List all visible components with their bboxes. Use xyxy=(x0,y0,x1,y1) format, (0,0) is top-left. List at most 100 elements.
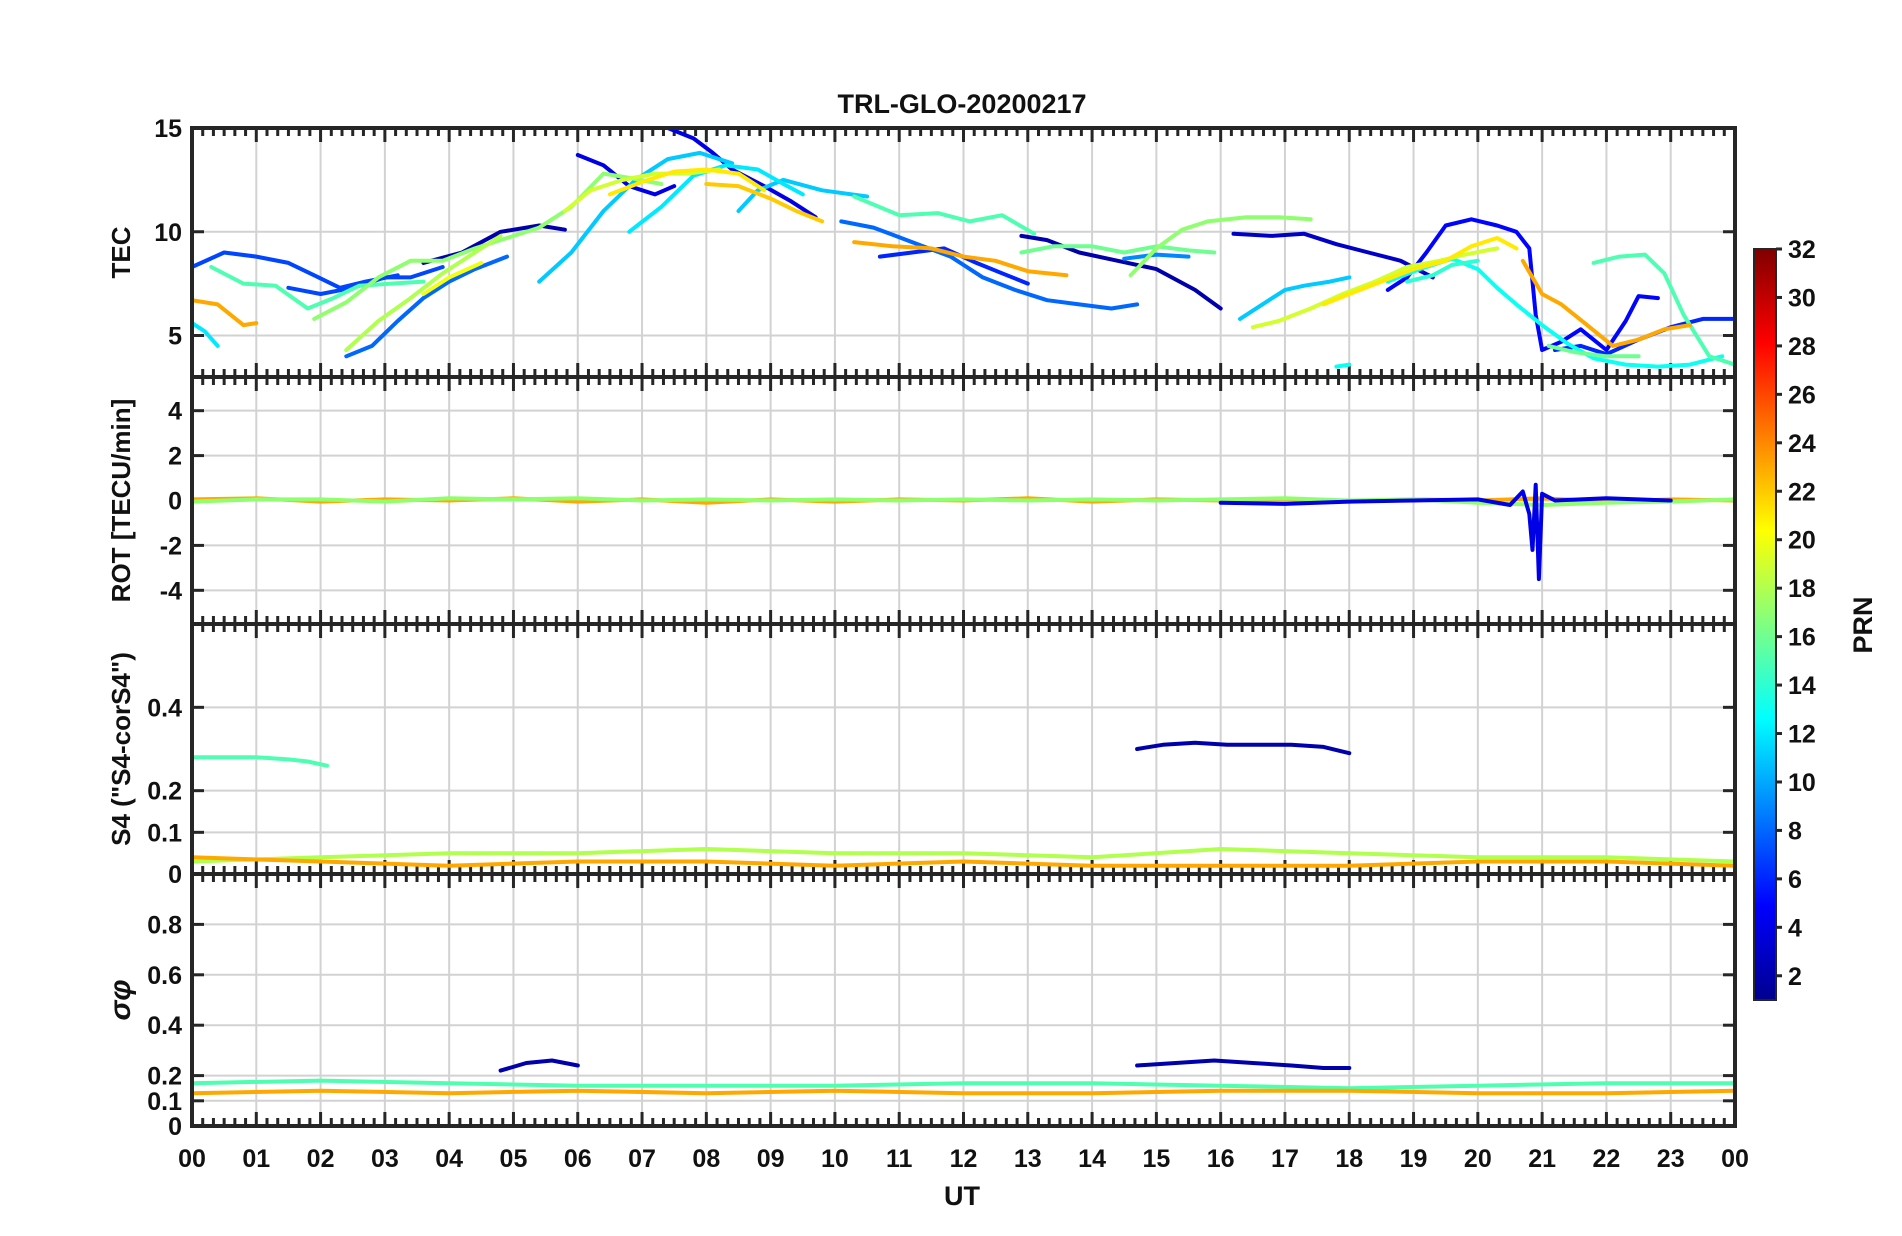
colorbar-tick-label: 12 xyxy=(1788,721,1816,749)
x-tick-label: 00 xyxy=(1721,1145,1749,1173)
prn-11-series xyxy=(1238,275,1352,321)
x-tick-label: 14 xyxy=(1078,1145,1106,1173)
y-tick-label: 0.1 xyxy=(147,1088,182,1116)
y-axis-label: S4 ("S4-corS4") xyxy=(106,652,136,846)
y-tick-label: 10 xyxy=(154,219,182,247)
prn-12-series xyxy=(192,321,220,348)
prn-16-series xyxy=(1019,244,1217,255)
prn-23-series xyxy=(192,855,1735,868)
panel-sigma-phi: 00.10.2 0.4 0.6 0.8 σφ xyxy=(104,872,1737,1141)
series-group xyxy=(192,1058,1735,1096)
y-axis-label: σφ xyxy=(104,979,137,1020)
x-tick-label: 18 xyxy=(1335,1145,1363,1173)
panel-s4: 0 0.1 0.2 0.4 S4 ("S4-corS4") xyxy=(106,622,1737,889)
prn-5-series xyxy=(1385,217,1660,352)
y-tick-label: -2 xyxy=(160,532,182,560)
y-tick-label: 0 xyxy=(168,1113,182,1141)
x-tick-label: 23 xyxy=(1657,1145,1685,1173)
prn-22-series xyxy=(704,182,825,224)
series-group xyxy=(192,128,1735,369)
y-tick-label: 0.1 xyxy=(147,819,182,847)
prn-4-series xyxy=(665,128,818,220)
colorbar-tick-label: 28 xyxy=(1788,333,1816,361)
colorbar-tick-label: 30 xyxy=(1788,284,1816,312)
prn-20-series xyxy=(421,260,484,296)
prn-16-series xyxy=(1546,343,1641,359)
series-group xyxy=(192,740,1735,868)
x-tick-label: 11 xyxy=(886,1145,913,1173)
x-tick-label: 12 xyxy=(950,1145,978,1173)
x-tick-label: 20 xyxy=(1464,1145,1492,1173)
y-tick-label: 0.2 xyxy=(147,778,182,806)
colorbar-tick-label: 18 xyxy=(1788,575,1816,603)
x-tick-label: 10 xyxy=(821,1145,849,1173)
panel-tec: 5 10 15 TEC xyxy=(106,115,1737,379)
x-tick-label: 15 xyxy=(1142,1145,1170,1173)
prn-2-series xyxy=(421,223,567,265)
prn-8-series xyxy=(344,254,509,359)
colorbar-tick-label: 8 xyxy=(1788,817,1802,845)
y-tick-label: 0.4 xyxy=(147,694,182,722)
x-axis-labels: 00 01 02 03 04 05 06 07 08 09 10 11 12 13 14 15 16 17 18 19… xyxy=(178,1145,1749,1173)
colorbar-tick-label: 10 xyxy=(1788,769,1816,797)
colorbar-label: PRN xyxy=(1848,596,1878,653)
prn-14-series xyxy=(1405,258,1480,284)
prn-2-series xyxy=(1135,1058,1352,1070)
colorbar-tick-label: 32 xyxy=(1788,236,1816,264)
x-tick-label: 13 xyxy=(1014,1145,1042,1173)
y-tick-label: 0.6 xyxy=(147,962,182,990)
prn-17-series xyxy=(1128,215,1313,278)
prn-12-series xyxy=(627,163,805,234)
y-tick-label: 2 xyxy=(168,443,182,471)
x-tick-label: 22 xyxy=(1593,1145,1621,1173)
x-axis-label: UT xyxy=(944,1181,980,1211)
y-tick-label: 0.4 xyxy=(147,1012,182,1040)
x-tick-label: 04 xyxy=(435,1145,463,1173)
y-tick-label: 0.2 xyxy=(147,1063,182,1091)
prn-15-series xyxy=(852,194,1037,236)
prn-2-series xyxy=(498,1058,580,1073)
prn-17-series xyxy=(192,496,1735,507)
prn-21-series xyxy=(1321,236,1519,307)
colorbar-tick-label: 4 xyxy=(1788,914,1802,942)
prn-13-series xyxy=(1334,362,1352,369)
x-tick-label: 06 xyxy=(564,1145,592,1173)
x-tick-label: 00 xyxy=(178,1145,206,1173)
figure-title: TRL-GLO-20200217 xyxy=(837,89,1086,119)
y-tick-label: -4 xyxy=(160,577,182,605)
prn-15-series xyxy=(192,755,329,768)
y-tick-label: 0 xyxy=(168,488,182,516)
prn-18-series xyxy=(192,847,1735,864)
prn-23-series xyxy=(852,240,1069,278)
prn-21-series xyxy=(607,167,767,197)
prn-23-series xyxy=(1520,258,1692,348)
colorbar-tick-label: 6 xyxy=(1788,866,1802,894)
x-tick-label: 05 xyxy=(500,1145,528,1173)
prn-7-series xyxy=(192,250,400,290)
x-tick-label: 01 xyxy=(242,1145,270,1173)
prn-4-series xyxy=(1218,482,1673,582)
series-group xyxy=(192,482,1735,582)
colorbar-tick-label: 2 xyxy=(1788,963,1802,991)
y-axis-label: TEC xyxy=(106,226,136,278)
prn-15-series xyxy=(1591,252,1735,367)
prn-2-series xyxy=(1019,233,1223,311)
colorbar-scale xyxy=(1753,248,1777,1001)
colorbar-tick-label: 24 xyxy=(1788,430,1816,458)
colorbar-tick-label: 26 xyxy=(1788,381,1816,409)
prn-2-series xyxy=(1135,740,1352,756)
x-tick-label: 19 xyxy=(1400,1145,1428,1173)
x-tick-label: 02 xyxy=(307,1145,335,1173)
prn-8-series xyxy=(839,219,1140,311)
y-axis-label: ROT [TECU/min] xyxy=(106,399,136,603)
colorbar-tick-label: 20 xyxy=(1788,527,1816,555)
colorbar-tick-label: 14 xyxy=(1788,672,1816,700)
prn-15-series xyxy=(192,1078,1735,1091)
x-tick-label: 16 xyxy=(1207,1145,1235,1173)
panel-rot: -4 -2 0 2 4 ROT [TECU/min] xyxy=(106,375,1737,626)
y-tick-label: 4 xyxy=(168,398,182,426)
x-tick-label: 21 xyxy=(1528,1145,1556,1173)
prn-15-series xyxy=(209,265,426,311)
prn-19-series xyxy=(562,167,722,213)
